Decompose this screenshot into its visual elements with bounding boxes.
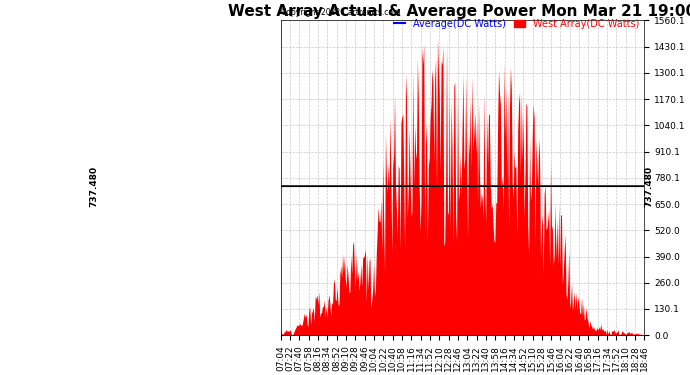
- Text: 737.480: 737.480: [644, 166, 653, 207]
- Title: West Array Actual & Average Power Mon Mar 21 19:00: West Array Actual & Average Power Mon Ma…: [228, 4, 690, 19]
- Text: Copyright 2022 Cartronics.com: Copyright 2022 Cartronics.com: [281, 8, 400, 17]
- Text: 737.480: 737.480: [90, 166, 99, 207]
- Legend: Average(DC Watts), West Array(DC Watts): Average(DC Watts), West Array(DC Watts): [394, 19, 640, 29]
